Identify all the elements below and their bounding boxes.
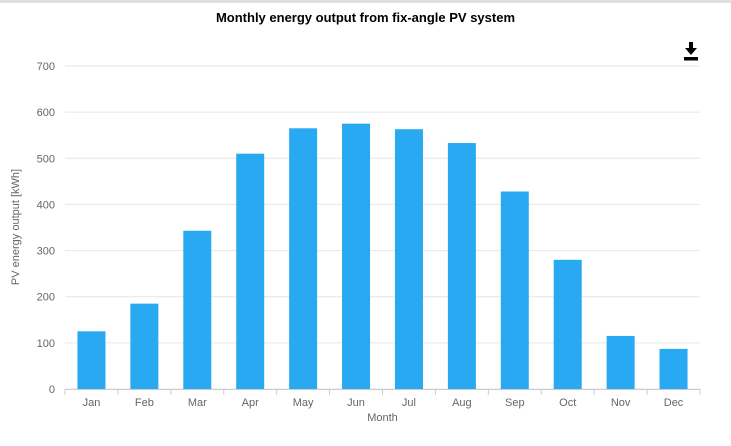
plot-area: 0 100 200 300 400 500 600 700 Jan Feb Mar Apr May Ju… — [10, 61, 701, 424]
x-tick-label-jul: Jul — [402, 397, 416, 409]
x-tick-label-may: May — [293, 397, 314, 409]
y-tick-label: 100 — [37, 338, 55, 350]
bar-jan[interactable] — [77, 331, 106, 389]
x-tick-label-feb: Feb — [135, 397, 154, 409]
download-icon — [684, 42, 698, 61]
bar-oct[interactable] — [553, 259, 582, 389]
x-tick-label-mar: Mar — [188, 397, 207, 409]
bars — [77, 123, 688, 390]
y-tick-label: 700 — [37, 61, 55, 73]
bar-feb[interactable] — [130, 303, 159, 389]
export-chart-button[interactable] — [678, 39, 704, 63]
bar-jun[interactable] — [342, 123, 371, 389]
bar-nov[interactable] — [606, 335, 635, 389]
x-tick-label-oct: Oct — [559, 397, 576, 409]
axes: Jan Feb Mar Apr May Jun Jul Aug Sep Oct Nov Dec — [64, 389, 701, 409]
x-tick-label-aug: Aug — [452, 397, 472, 409]
bar-sep[interactable] — [500, 191, 529, 389]
chart-title: Monthly energy output from fix-angle PV … — [215, 10, 516, 25]
y-tick-label: 600 — [37, 107, 55, 119]
y-tick-label: 200 — [37, 292, 55, 304]
y-tick-label: 500 — [37, 153, 55, 165]
bar-may[interactable] — [289, 128, 318, 389]
x-tick-label-jun: Jun — [347, 397, 365, 409]
y-tick-label: 400 — [37, 199, 55, 211]
x-tick-label-jan: Jan — [83, 397, 101, 409]
bar-apr[interactable] — [236, 153, 265, 389]
y-axis-title: PV energy output [kWh] — [10, 169, 22, 285]
x-tick-label-dec: Dec — [664, 397, 684, 409]
y-tick-label: 0 — [49, 384, 55, 396]
x-tick-label-sep: Sep — [505, 397, 525, 409]
bar-aug[interactable] — [447, 143, 476, 389]
gridlines: 0 100 200 300 400 500 600 700 — [37, 61, 700, 396]
bar-mar[interactable] — [183, 230, 212, 389]
x-tick-label-nov: Nov — [611, 397, 631, 409]
bar-jul[interactable] — [394, 129, 423, 390]
y-tick-label: 300 — [37, 246, 55, 258]
x-tick-label-apr: Apr — [242, 397, 259, 409]
x-axis-title: Month — [367, 412, 398, 424]
bar-dec[interactable] — [659, 348, 688, 389]
